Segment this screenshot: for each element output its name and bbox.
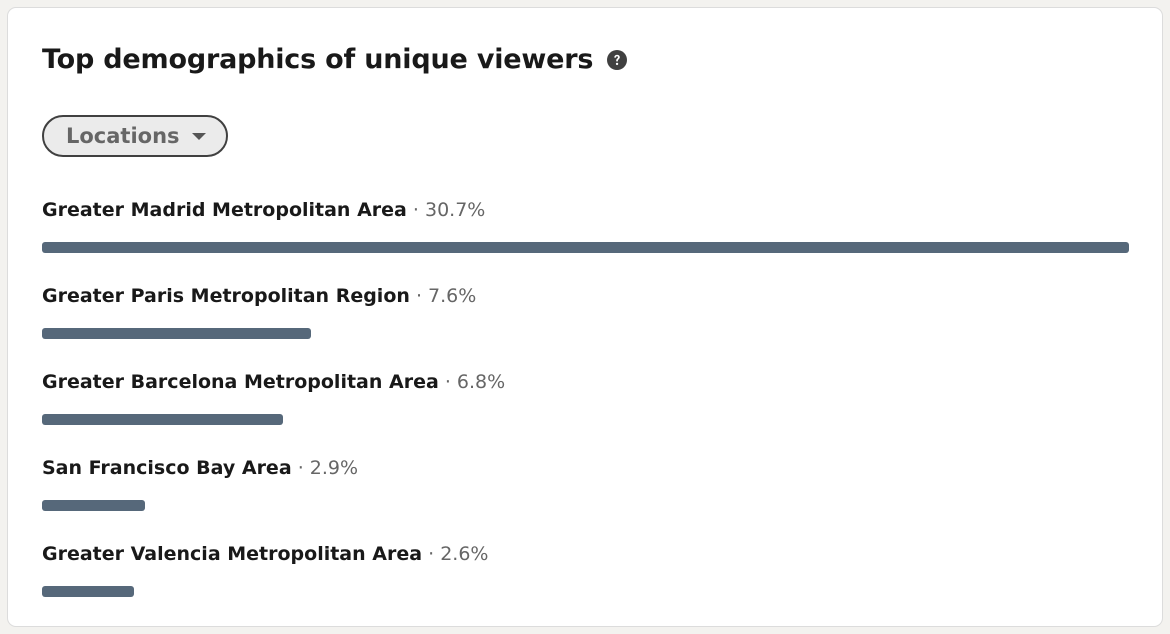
- percentage-label: 30.7%: [424, 199, 486, 221]
- separator: ·: [438, 371, 457, 393]
- bar-track: [42, 328, 1129, 339]
- row-label: Greater Valencia Metropolitan Area · 2.6…: [42, 541, 1129, 567]
- demographic-row: Greater Madrid Metropolitan Area · 30.7%: [42, 197, 1129, 283]
- row-label: San Francisco Bay Area · 2.9%: [42, 455, 1129, 481]
- separator: ·: [422, 543, 441, 565]
- separator: ·: [406, 199, 425, 221]
- percentage-bar: [42, 414, 283, 425]
- location-name: Greater Barcelona Metropolitan Area: [42, 371, 439, 393]
- percentage-label: 2.6%: [440, 543, 489, 565]
- dropdown-label: Locations: [66, 124, 180, 148]
- percentage-bar: [42, 586, 135, 597]
- location-name: Greater Madrid Metropolitan Area: [42, 199, 407, 221]
- percentage-label: 6.8%: [456, 371, 506, 393]
- caret-down-icon: [191, 132, 206, 140]
- row-label: Greater Madrid Metropolitan Area · 30.7%: [42, 197, 1129, 223]
- percentage-label: 2.9%: [309, 457, 359, 479]
- percentage-bar: [42, 500, 145, 511]
- separator: ·: [291, 457, 310, 479]
- card-header: Top demographics of unique viewers: [42, 44, 628, 75]
- row-label: Greater Paris Metropolitan Region · 7.6%: [42, 283, 1129, 309]
- demographic-row: Greater Valencia Metropolitan Area · 2.6…: [42, 541, 1129, 627]
- demographics-list: Greater Madrid Metropolitan Area · 30.7%…: [42, 197, 1129, 627]
- location-name: San Francisco Bay Area: [42, 457, 292, 479]
- help-icon[interactable]: [607, 49, 628, 70]
- bar-track: [42, 414, 1129, 425]
- location-name: Greater Paris Metropolitan Region: [42, 285, 410, 307]
- card-title: Top demographics of unique viewers: [42, 44, 594, 75]
- demographic-row: Greater Barcelona Metropolitan Area · 6.…: [42, 369, 1129, 455]
- location-name: Greater Valencia Metropolitan Area: [42, 543, 423, 565]
- locations-dropdown-button[interactable]: Locations: [42, 115, 228, 157]
- demographic-row: Greater Paris Metropolitan Region · 7.6%: [42, 283, 1129, 369]
- demographic-row: San Francisco Bay Area · 2.9%: [42, 455, 1129, 541]
- bar-track: [42, 500, 1129, 511]
- percentage-label: 7.6%: [428, 285, 477, 307]
- row-label: Greater Barcelona Metropolitan Area · 6.…: [42, 369, 1129, 395]
- bar-track: [42, 586, 1129, 597]
- bar-track: [42, 242, 1129, 253]
- percentage-bar: [42, 328, 312, 339]
- percentage-bar: [42, 242, 1129, 253]
- demographics-card: Top demographics of unique viewers Locat…: [7, 7, 1163, 627]
- separator: ·: [409, 285, 429, 307]
